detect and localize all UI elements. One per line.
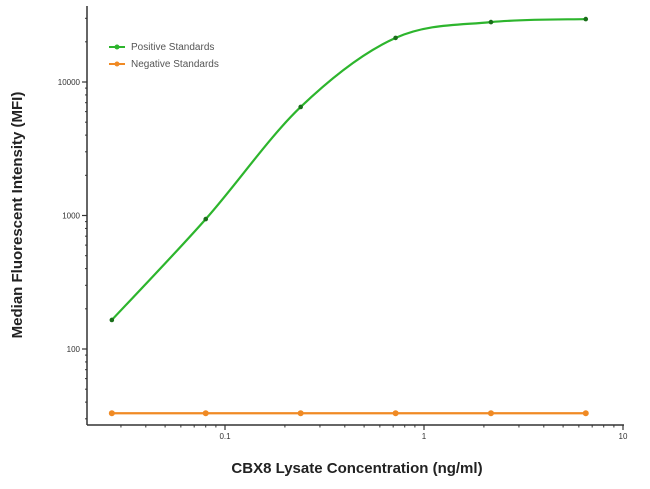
series-negative-standards <box>108 410 589 417</box>
legend-label-positive: Positive Standards <box>131 42 214 53</box>
data-point-marker <box>202 410 209 417</box>
x-tick-label: 1 <box>422 432 427 441</box>
x-axis-title: CBX8 Lysate Concentration (ng/ml) <box>231 460 482 477</box>
legend-item-positive: Positive Standards <box>109 42 214 53</box>
legend-marker-negative-icon <box>114 61 120 67</box>
data-point-marker <box>583 16 589 22</box>
data-point-marker <box>108 410 115 417</box>
data-point-marker <box>582 410 589 417</box>
y-tick-label: 100 <box>67 345 81 354</box>
data-point-marker <box>298 104 303 110</box>
x-axis: 0.1 1 10 <box>87 424 628 441</box>
data-point-marker <box>488 19 494 25</box>
x-tick-label: 10 <box>619 432 628 441</box>
y-tick-label: 1000 <box>62 212 80 221</box>
y-axis-title: Median Fluorescent Intensity (MFI) <box>9 92 26 339</box>
legend-label-negative: Negative Standards <box>131 59 219 70</box>
y-tick-label: 10000 <box>58 78 81 87</box>
series-positive-standards <box>109 16 589 323</box>
data-point-marker <box>109 317 115 323</box>
data-point-marker <box>392 410 399 417</box>
data-point-marker <box>203 216 209 222</box>
series-layer <box>108 16 589 417</box>
legend: Positive Standards Negative Standards <box>109 42 219 70</box>
legend-marker-positive-icon <box>114 44 120 50</box>
data-point-marker <box>487 410 494 417</box>
x-tick-label: 0.1 <box>219 432 231 441</box>
legend-item-negative: Negative Standards <box>109 59 219 70</box>
data-point-marker <box>297 410 304 417</box>
y-axis: 100 1000 10000 <box>58 6 88 425</box>
data-point-marker <box>393 35 398 41</box>
